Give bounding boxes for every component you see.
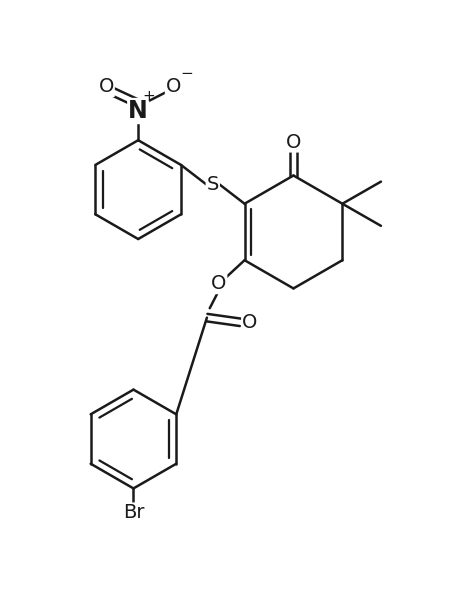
Text: S: S (207, 175, 219, 194)
Text: O: O (166, 77, 181, 96)
Text: O: O (99, 77, 114, 96)
Text: Br: Br (123, 504, 144, 522)
Text: N: N (128, 99, 148, 123)
Text: O: O (211, 274, 227, 293)
Text: O: O (286, 132, 301, 152)
Text: −: − (180, 66, 193, 81)
Text: +: + (142, 89, 155, 105)
Text: O: O (242, 313, 257, 332)
